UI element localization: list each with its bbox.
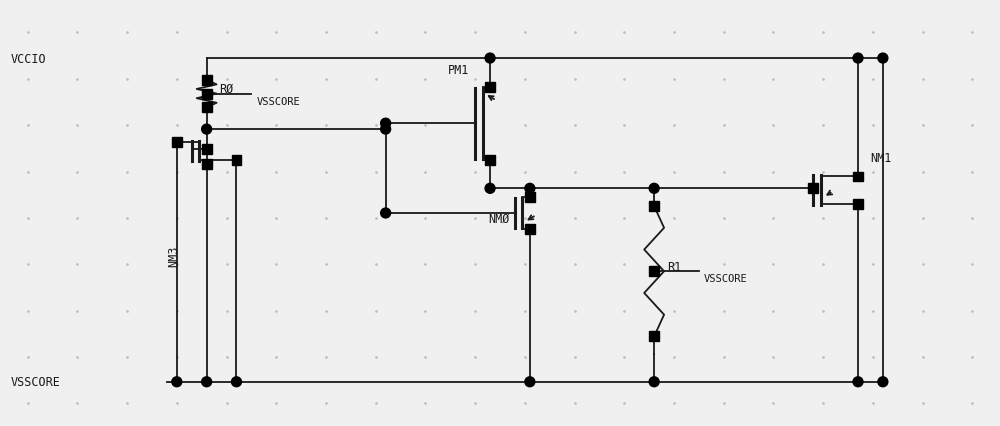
Bar bbox=[232, 155, 241, 165]
Circle shape bbox=[381, 209, 391, 219]
Circle shape bbox=[853, 54, 863, 64]
Bar bbox=[853, 200, 863, 210]
Circle shape bbox=[649, 377, 659, 387]
Bar bbox=[649, 201, 659, 212]
Bar bbox=[202, 144, 212, 154]
Text: VSSCORE: VSSCORE bbox=[704, 273, 748, 284]
Text: NM3: NM3 bbox=[167, 245, 180, 267]
Circle shape bbox=[878, 54, 888, 64]
Bar bbox=[202, 103, 212, 113]
Bar bbox=[525, 225, 535, 234]
Circle shape bbox=[485, 184, 495, 194]
Circle shape bbox=[202, 377, 212, 387]
Bar bbox=[485, 155, 495, 165]
Circle shape bbox=[381, 125, 391, 135]
Text: RØ: RØ bbox=[220, 83, 234, 96]
Circle shape bbox=[525, 184, 535, 194]
Text: PM1: PM1 bbox=[448, 64, 470, 77]
Bar bbox=[649, 332, 659, 342]
Bar bbox=[525, 193, 535, 203]
Bar bbox=[485, 83, 495, 92]
Text: VSSCORE: VSSCORE bbox=[256, 96, 300, 106]
Circle shape bbox=[649, 184, 659, 194]
Text: VSSCORE: VSSCORE bbox=[11, 375, 61, 389]
Circle shape bbox=[878, 377, 888, 387]
Circle shape bbox=[485, 54, 495, 64]
Circle shape bbox=[172, 377, 182, 387]
Bar bbox=[202, 89, 212, 99]
Bar bbox=[202, 76, 212, 86]
Bar bbox=[649, 267, 659, 276]
Bar bbox=[172, 138, 182, 147]
Bar bbox=[202, 159, 212, 169]
Circle shape bbox=[231, 377, 241, 387]
Circle shape bbox=[853, 377, 863, 387]
Circle shape bbox=[202, 125, 212, 135]
Text: NM1: NM1 bbox=[870, 152, 891, 165]
Text: VCCIO: VCCIO bbox=[11, 52, 46, 65]
Bar bbox=[808, 184, 818, 194]
Bar bbox=[853, 172, 863, 182]
Circle shape bbox=[381, 119, 391, 129]
Text: NMØ: NMØ bbox=[488, 212, 509, 225]
Text: R1: R1 bbox=[667, 260, 681, 273]
Circle shape bbox=[525, 377, 535, 387]
